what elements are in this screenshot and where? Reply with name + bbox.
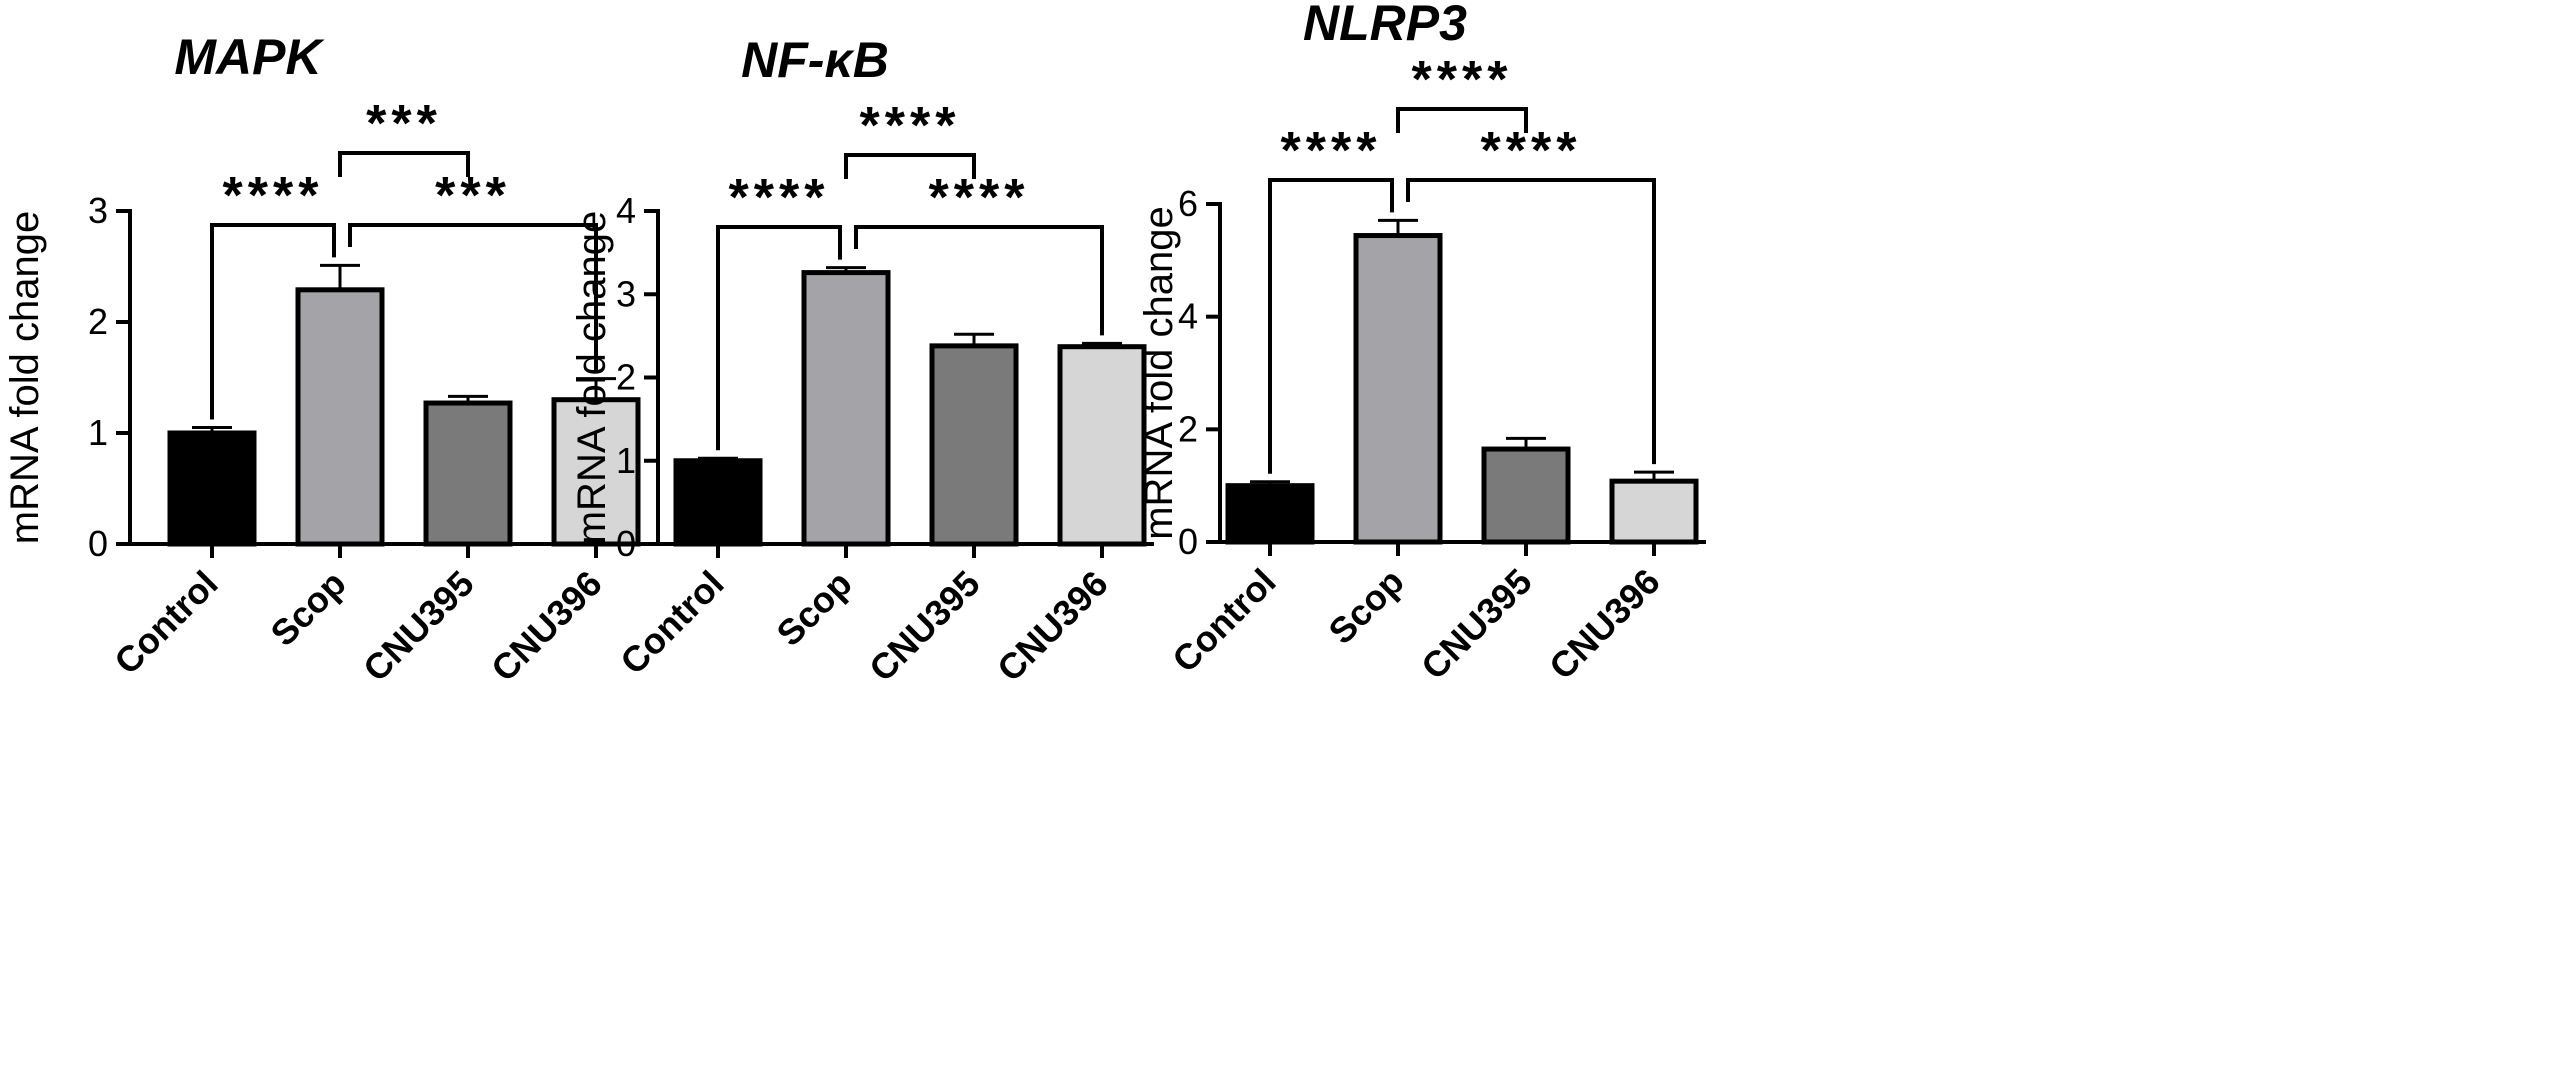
y-tick-label: 6 [1178,183,1198,224]
significance-label: **** [1412,51,1513,109]
significance-bracket [338,151,470,177]
significance-bracket [1268,178,1394,474]
bar-scop [1353,233,1443,545]
significance-bracket [210,223,336,420]
y-tick-label: 1 [616,440,636,481]
y-axis-label: mRNA fold change [1137,206,1181,540]
significance-bracket [1406,178,1656,465]
significance-label: **** [929,169,1030,227]
x-tick-label: Control [1164,561,1283,680]
x-tick-label: CNU395 [355,563,482,690]
bar-scop [295,287,385,547]
significance-bracket [348,223,598,371]
y-tick-label: 4 [1178,296,1198,337]
significance-label: **** [1281,122,1382,180]
y-tick-label: 0 [616,523,636,564]
bar-cnu396 [1609,478,1699,545]
chart-title: NF-κB [741,32,889,88]
bar-cnu395 [1481,446,1571,545]
y-axis-label: mRNA fold change [3,211,47,545]
y-tick-label: 0 [1178,521,1198,562]
significance-label: **** [729,169,830,227]
bar-control [1225,483,1315,545]
significance-label: **** [860,97,961,155]
significance-label: **** [223,167,324,225]
x-tick-label: Scop [262,563,353,654]
x-tick-label: Scop [1320,561,1411,652]
significance-bracket [844,153,976,179]
y-tick-label: 3 [88,190,108,231]
significance-label: **** [1481,122,1582,180]
x-tick-label: CNU396 [483,563,610,690]
chart-title: NLRP3 [1303,0,1467,51]
x-tick-label: CNU395 [1413,561,1540,688]
bar-control [167,430,257,547]
x-tick-label: Scop [768,563,859,654]
y-tick-label: 2 [88,301,108,342]
significance-bracket [1396,107,1528,133]
y-axis-label: mRNA fold change [570,211,614,545]
y-tick-label: 4 [616,190,636,231]
chart-title: MAPK [174,29,325,85]
bar-cnu395 [423,400,513,547]
bar-cnu395 [929,343,1019,547]
y-tick-label: 2 [616,357,636,398]
y-tick-label: 3 [616,273,636,314]
x-tick-label: CNU396 [989,563,1116,690]
significance-bracket [716,225,842,451]
y-tick-label: 1 [88,412,108,453]
y-tick-label: 0 [88,523,108,564]
bar-cnu396 [551,397,641,547]
bar-cnu396 [1057,344,1147,547]
significance-label: *** [366,95,442,153]
x-tick-label: CNU396 [1541,561,1668,688]
significance-label: *** [435,167,511,225]
x-tick-label: Control [106,563,225,682]
x-tick-label: Control [612,563,731,682]
x-tick-label: CNU395 [861,563,988,690]
significance-bracket [854,225,1104,336]
y-tick-label: 2 [1178,408,1198,449]
bar-control [673,458,763,547]
bar-scop [801,270,891,547]
